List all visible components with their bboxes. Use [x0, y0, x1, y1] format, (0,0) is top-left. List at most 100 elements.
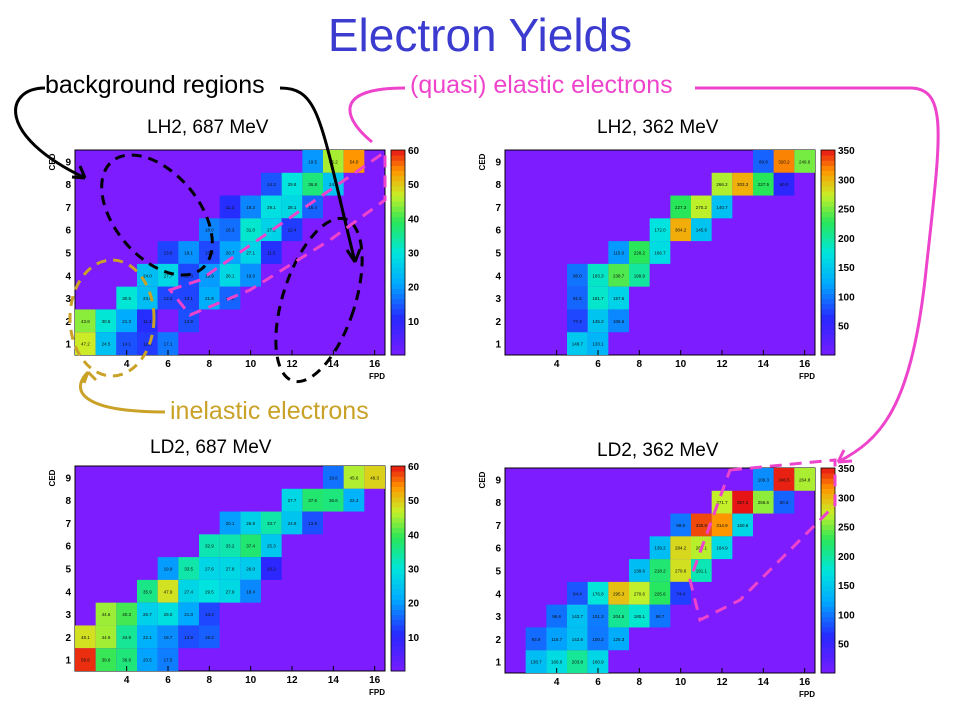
colorbar-tick-label: 30 — [408, 249, 420, 260]
cell-value: 37.4 — [246, 544, 255, 549]
x-axis-label: FPD — [799, 690, 815, 699]
cell-value: 142.6 — [572, 637, 584, 642]
colorbar-step — [821, 632, 835, 638]
colorbar-tick-label: 200 — [838, 552, 855, 563]
cell-value: 18.7 — [164, 635, 173, 640]
colorbar-step — [391, 548, 405, 554]
cell-value: 44.9 — [102, 635, 111, 640]
colorbar-step — [821, 278, 835, 284]
y-tick-label: 6 — [65, 226, 71, 237]
colorbar-step — [821, 647, 835, 653]
heatmap-ld2-687: 16.6 45.6 49.3 27.7 37.6 36.6 22.4 20.1 26.8 33.7… — [48, 462, 420, 697]
cell-value: 139.2 — [654, 546, 666, 551]
y-tick-label: 8 — [65, 496, 71, 507]
colorbar-step — [391, 344, 405, 351]
colorbar-tick-label: 50 — [408, 180, 420, 191]
colorbar-step — [391, 594, 405, 600]
heatmap-cell — [670, 559, 691, 582]
cell-value: 100.2 — [592, 637, 604, 642]
colorbar-tick-label: 350 — [838, 146, 855, 157]
heatmap-cell — [95, 648, 117, 671]
colorbar-step — [821, 560, 835, 566]
cell-value: 133.1 — [592, 342, 604, 347]
colorbar-step — [391, 334, 405, 341]
y-axis-label: CED — [48, 469, 57, 486]
colorbar-step — [821, 473, 835, 479]
cell-value: 28.1 — [226, 273, 235, 278]
heatmap-cell — [240, 534, 261, 558]
cell-value: 268.1 — [696, 546, 708, 551]
cell-value: 27.8 — [226, 567, 235, 572]
colorbar-step — [821, 150, 835, 156]
cell-value: 101.3 — [592, 614, 604, 619]
colorbar-step — [821, 637, 835, 643]
colorbar-step — [821, 585, 835, 592]
colorbar-tick-label: 150 — [838, 581, 855, 592]
colorbar-step — [821, 519, 835, 525]
heatmap-cell — [670, 513, 691, 537]
x-tick-label: 12 — [716, 359, 728, 370]
colorbar-step — [391, 542, 405, 549]
panel-label-lh2-362: LH2, 362 MeV — [597, 117, 719, 138]
cell-value: 27.6 — [205, 567, 214, 572]
cell-value: 24.5 — [102, 342, 111, 347]
colorbar-step — [391, 288, 405, 294]
colorbar-step — [821, 155, 835, 161]
colorbar-tick-label: 20 — [408, 283, 420, 294]
slide-title: Electron Yields — [327, 9, 633, 61]
colorbar-step — [821, 575, 835, 582]
cell-value: 19.9 — [164, 567, 173, 572]
heatmap-cell — [199, 534, 220, 558]
y-tick-label: 1 — [65, 340, 71, 351]
colorbar-step — [821, 483, 835, 489]
heatmap-cell — [629, 559, 650, 582]
colorbar-step — [391, 247, 405, 253]
colorbar-step — [821, 550, 835, 556]
cell-value: 39.8 — [102, 658, 111, 663]
cell-value: 26.8 — [246, 521, 255, 526]
cell-value: 29.0 — [164, 612, 173, 617]
colorbar-step — [391, 216, 405, 223]
colorbar-tick-label: 150 — [838, 263, 855, 274]
cell-value: 303.3 — [737, 182, 749, 187]
colorbar-step — [391, 573, 405, 580]
cell-value: 77.4 — [573, 319, 582, 324]
heatmap-cell — [587, 627, 609, 651]
cell-value: 172.0 — [654, 228, 666, 233]
y-tick-label: 9 — [65, 473, 71, 484]
cell-value: 270.6 — [634, 591, 646, 596]
colorbar-step — [821, 160, 835, 166]
colorbar-step — [391, 308, 405, 315]
colorbar-step — [821, 591, 835, 597]
x-tick-label: 12 — [286, 675, 298, 686]
x-tick-label: 12 — [716, 677, 728, 688]
colorbar-tick-label: 300 — [838, 493, 855, 504]
cell-value: 99.8 — [676, 523, 685, 528]
heatmap-cell — [302, 488, 323, 512]
heatmap-cell — [240, 557, 261, 580]
x-tick-label: 10 — [245, 675, 257, 686]
heatmap-cell — [364, 466, 385, 489]
colorbar-step — [391, 471, 405, 477]
heatmap-cell — [629, 604, 650, 628]
heatmap-cell — [178, 579, 199, 603]
y-tick-label: 2 — [495, 317, 501, 328]
cell-value: 27.7 — [288, 498, 297, 503]
cell-value: 160.6 — [737, 523, 749, 528]
cell-value: 335.8 — [696, 523, 708, 528]
cell-value: 35.9 — [143, 589, 152, 594]
cell-value: 17.1 — [164, 342, 173, 347]
colorbar-step — [391, 568, 405, 575]
colorbar-step — [391, 640, 405, 646]
cell-value: 115.0 — [613, 251, 624, 256]
colorbar-step — [391, 185, 405, 192]
x-tick-label: 4 — [124, 359, 130, 370]
cell-value: 47.9 — [164, 589, 173, 594]
colorbar-step — [821, 283, 835, 289]
heatmap-cell — [567, 627, 588, 651]
colorbar-step — [821, 170, 835, 177]
colorbar-step — [391, 211, 405, 218]
heatmap-cell — [157, 625, 179, 649]
y-tick-label: 3 — [495, 612, 501, 623]
heatmap-cell — [261, 534, 282, 558]
